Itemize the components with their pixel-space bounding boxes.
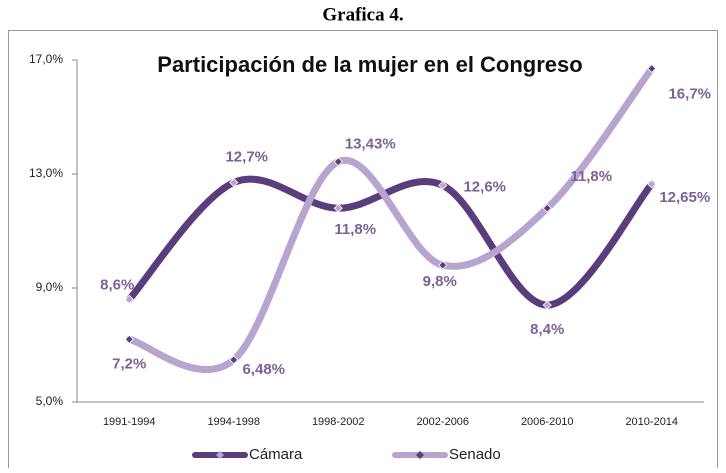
value-label: 7,2% <box>112 355 146 372</box>
legend-label: Cámara <box>249 446 303 463</box>
value-label: 13,43% <box>345 136 396 153</box>
x-tick-label: 2002-2006 <box>416 416 469 428</box>
x-tick-label: 2006-2010 <box>521 416 574 428</box>
value-label: 11,8% <box>334 221 376 238</box>
point-marker <box>542 203 552 213</box>
point-marker <box>438 180 448 190</box>
value-label: 16,7% <box>668 86 711 103</box>
x-tick-label: 1994-1998 <box>207 416 260 428</box>
value-label: 12,6% <box>463 178 506 195</box>
point-marker <box>647 63 657 74</box>
value-label: 8,6% <box>100 276 134 293</box>
point-marker <box>333 203 343 213</box>
legend-marker <box>216 451 224 459</box>
value-label: 11,8% <box>570 168 612 185</box>
legend-marker <box>416 451 424 459</box>
chart-title: Participación de la mujer en el Congreso <box>157 52 582 77</box>
point-marker <box>124 334 134 344</box>
point-marker <box>542 300 552 310</box>
point-marker <box>647 179 657 189</box>
point-marker <box>438 260 448 270</box>
point-marker <box>229 355 239 365</box>
series-line <box>125 65 656 374</box>
y-tick-label: 13,0% <box>29 166 63 180</box>
point-marker <box>229 177 239 188</box>
y-tick-label: 17,0% <box>29 52 63 66</box>
value-label: 9,8% <box>423 273 457 290</box>
value-label: 8,4% <box>530 321 564 338</box>
legend-label: Senado <box>449 446 501 463</box>
y-tick-label: 9,0% <box>36 280 64 294</box>
value-label: 6,48% <box>242 361 285 378</box>
point-marker <box>333 157 343 167</box>
x-tick-label: 1991-1994 <box>103 416 156 428</box>
x-tick-label: 2010-2014 <box>625 416 678 428</box>
series-line <box>125 175 656 309</box>
x-tick-label: 1998-2002 <box>312 416 365 428</box>
point-marker <box>124 294 134 304</box>
y-tick-label: 5,0% <box>36 394 64 408</box>
value-label: 12,65% <box>659 189 710 206</box>
value-label: 12,7% <box>225 149 268 166</box>
figure-heading: Grafica 4. <box>322 4 403 25</box>
